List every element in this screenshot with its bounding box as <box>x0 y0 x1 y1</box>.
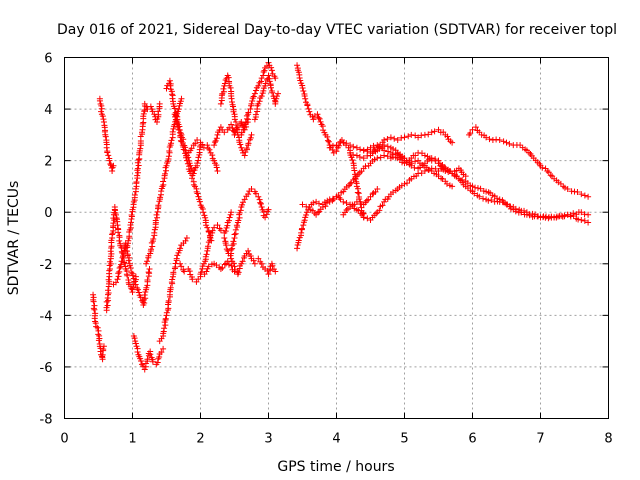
y-tick-label: 2 <box>44 155 52 170</box>
plus-marks <box>211 116 251 148</box>
x-tick-label: 2 <box>196 432 204 447</box>
x-tick-label: 7 <box>536 432 544 447</box>
series-arc-20 <box>255 256 278 277</box>
series-arc-10 <box>172 111 215 243</box>
plus-marks <box>110 240 152 308</box>
data-marks <box>90 60 591 373</box>
series-arc-27 <box>466 124 591 200</box>
series-arc-8 <box>157 235 190 344</box>
y-tick-label: 6 <box>44 52 52 67</box>
sdtvar-chart: Day 016 of 2021, Sidereal Day-to-day VTE… <box>0 0 640 480</box>
series-arc-2 <box>97 96 117 174</box>
plus-marks <box>177 258 237 285</box>
x-tick-label: 4 <box>332 432 340 447</box>
x-tick-label: 0 <box>60 432 68 447</box>
x-tick-label: 8 <box>604 432 612 447</box>
chart-title: Day 016 of 2021, Sidereal Day-to-day VTE… <box>57 22 617 38</box>
x-tick-label: 1 <box>128 432 136 447</box>
y-tick-label: 0 <box>44 206 52 221</box>
series-arc-11 <box>177 258 237 285</box>
y-tick-label: 4 <box>44 103 52 118</box>
x-tick-label: 6 <box>468 432 476 447</box>
y-tick-label: -6 <box>40 361 53 376</box>
series-arc-4 <box>110 240 152 308</box>
x-axis-title: GPS time / hours <box>277 459 394 475</box>
plus-marks <box>255 256 278 277</box>
series-arc-19 <box>252 73 281 123</box>
series-arc-14 <box>211 116 251 148</box>
y-tick-label: -2 <box>40 258 53 273</box>
plus-marks <box>123 101 163 254</box>
plus-marks <box>466 124 591 200</box>
plus-marks <box>172 111 215 243</box>
y-axis-title: SDTVAR / TECUs <box>6 181 22 296</box>
plus-marks <box>294 62 353 156</box>
plus-marks <box>228 186 271 256</box>
y-tick-label: -4 <box>40 309 53 324</box>
plus-marks <box>157 235 190 344</box>
plus-marks <box>221 235 258 277</box>
series-arc-17 <box>228 186 271 256</box>
series-arc-16 <box>221 235 258 277</box>
series-arc-5 <box>123 101 163 254</box>
plus-marks <box>252 73 281 123</box>
x-tick-label: 5 <box>400 432 408 447</box>
x-tick-label: 3 <box>264 432 272 447</box>
y-tick-label: -8 <box>40 413 53 428</box>
series-arc-21 <box>294 62 353 156</box>
plus-marks <box>97 96 117 174</box>
